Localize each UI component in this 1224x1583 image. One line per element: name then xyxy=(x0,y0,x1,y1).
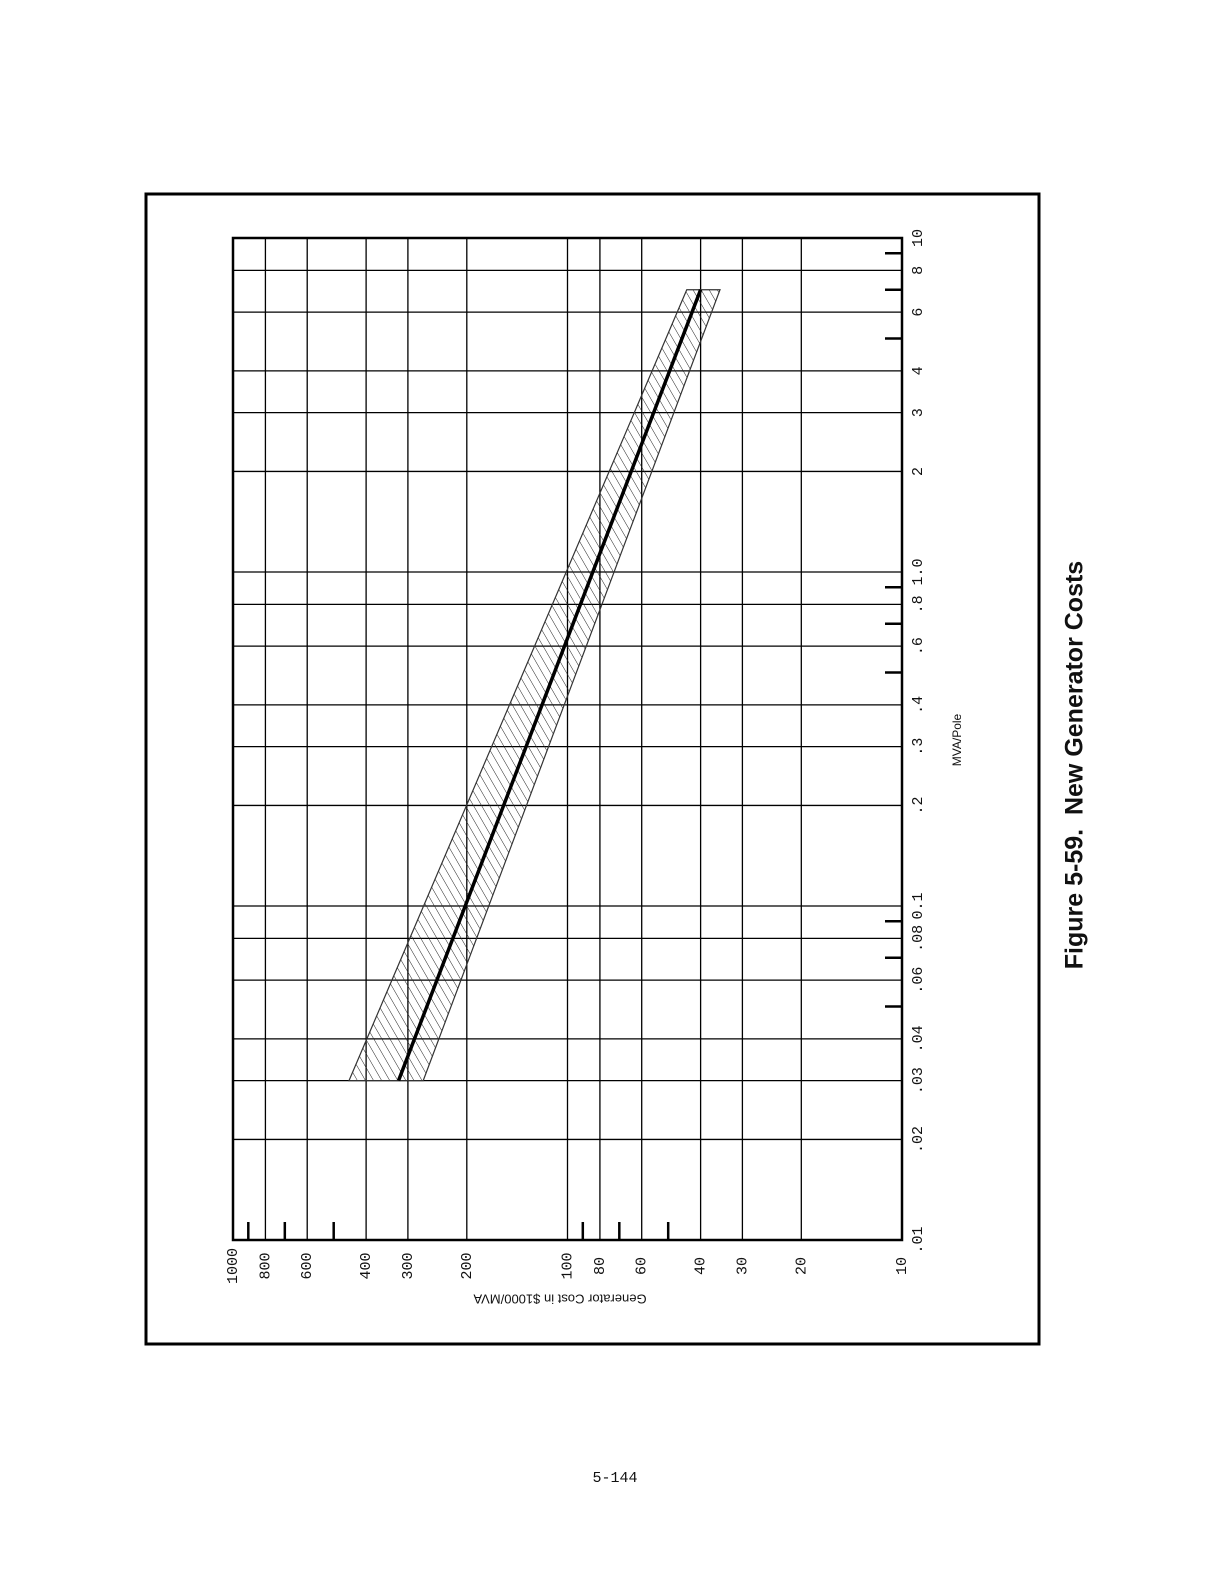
x-tick-label: 6 xyxy=(910,308,927,317)
x-tick-label: .3 xyxy=(910,738,927,756)
x-tick-label: .02 xyxy=(910,1126,927,1153)
x-tick-label: .06 xyxy=(910,967,927,994)
x-tick-label: 1.0 xyxy=(910,558,927,585)
x-tick-label: 3 xyxy=(910,408,927,417)
x-tick-label: .04 xyxy=(910,1025,927,1052)
y-tick-label: 30 xyxy=(734,1257,751,1275)
x-axis-title: MVA/Pole xyxy=(950,713,964,766)
x-tick-label: .08 xyxy=(910,925,927,952)
plot-border xyxy=(231,236,904,1242)
x-tick-label: 2 xyxy=(910,467,927,476)
x-tick-label: .6 xyxy=(910,637,927,655)
cost-line xyxy=(396,289,703,1082)
x-tick-label: .01 xyxy=(910,1226,927,1253)
x-tick-label: 8 xyxy=(910,266,927,275)
y-tick-label: 20 xyxy=(793,1257,810,1275)
page-number: 5-144 xyxy=(592,1470,637,1487)
y-tick-label: 100 xyxy=(559,1252,576,1279)
y-tick-label: 300 xyxy=(400,1252,417,1279)
y-tick-label: 80 xyxy=(592,1257,609,1275)
y-tick-label: 60 xyxy=(634,1257,651,1275)
x-tick-label: 4 xyxy=(910,366,927,375)
x-tick-label: 10 xyxy=(910,229,927,247)
y-tick-label: 40 xyxy=(693,1257,710,1275)
x-tick-label: 0.1 xyxy=(910,892,927,919)
y-tick-label: 1000 xyxy=(225,1248,242,1284)
figure-frame xyxy=(144,192,1041,1346)
y-axis-title: Generator Cost in $1000/MVA xyxy=(473,1292,647,1307)
y-tick-label: 400 xyxy=(358,1252,375,1279)
x-tick-label: .2 xyxy=(910,796,927,814)
y-tick-label: 10 xyxy=(894,1257,911,1275)
cost-band xyxy=(348,289,721,1082)
x-tick-label: .03 xyxy=(910,1067,927,1094)
figure-caption: Figure 5-59. New Generator Costs xyxy=(1061,561,1089,969)
x-tick-label: .8 xyxy=(910,595,927,613)
y-tick-label: 200 xyxy=(459,1252,476,1279)
y-tick-label: 800 xyxy=(257,1252,274,1279)
y-tick-label: 600 xyxy=(299,1252,316,1279)
x-tick-label: .4 xyxy=(910,696,927,714)
